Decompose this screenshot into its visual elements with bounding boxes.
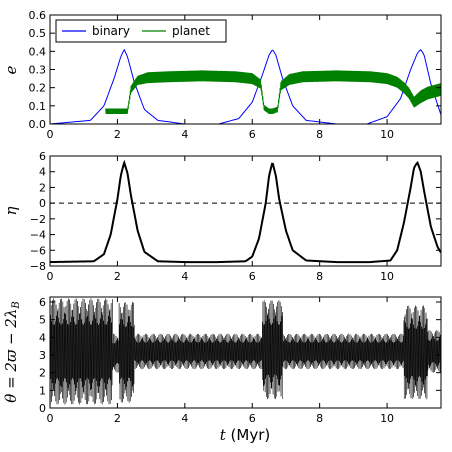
x-tick-label: 10 — [380, 412, 394, 425]
eta-ticks: 0 2 4 6 8 10 −8 −6 −4 −2 0 2 4 6 — [30, 150, 441, 283]
eccentricity-y-axis-label: e — [2, 65, 20, 74]
eta-series-line — [50, 159, 441, 264]
time-x-axis-unit: (Myr) — [226, 426, 270, 444]
x-tick-label: 10 — [380, 270, 394, 283]
y-tick-label: 5 — [39, 314, 46, 327]
theta-y-axis-label-main: θ = 2ϖ − 2λ — [2, 309, 20, 403]
x-tick-label: 8 — [316, 412, 323, 425]
theta-y-axis-label-subscript: B — [11, 301, 22, 309]
y-tick-label: 4 — [39, 166, 46, 179]
y-tick-label: 0.1 — [29, 100, 47, 113]
y-tick-label: 0.6 — [29, 9, 47, 22]
y-tick-label: 2 — [39, 367, 46, 380]
theta-panel: 0 2 4 6 8 10 0 1 2 3 4 5 6 θ = 2ϖ − 2λB t (Myr) — [2, 296, 442, 444]
x-tick-label: 0 — [47, 270, 54, 283]
y-tick-label: 0 — [39, 197, 46, 210]
x-tick-label: 4 — [181, 412, 188, 425]
time-x-axis-label: t (Myr) — [220, 426, 271, 444]
y-tick-label: 0.3 — [29, 64, 47, 77]
y-tick-label: 0.5 — [29, 27, 47, 40]
y-tick-label: 1 — [39, 384, 46, 397]
x-tick-label: 2 — [114, 128, 121, 141]
theta-series-line — [50, 298, 441, 405]
x-tick-label: 0 — [47, 412, 54, 425]
x-tick-label: 8 — [316, 128, 323, 141]
series-group — [50, 298, 441, 405]
eccentricity-ticks: 0 2 4 6 8 10 0.0 0.1 0.2 0.3 0.4 0.5 0.6 — [29, 9, 441, 141]
planet-series-line — [105, 70, 441, 115]
eta-panel: 0 2 4 6 8 10 −8 −6 −4 −2 0 2 4 6 η — [2, 150, 442, 283]
x-tick-label: 10 — [380, 128, 394, 141]
y-tick-label: 0.2 — [29, 82, 47, 95]
series-group — [50, 159, 441, 264]
series-group — [50, 48, 441, 124]
theta-ticks: 0 2 4 6 8 10 0 1 2 3 4 5 6 — [39, 296, 441, 425]
legend-box — [55, 19, 227, 43]
y-tick-label: 2 — [39, 181, 46, 194]
y-tick-label: 6 — [39, 296, 46, 309]
eccentricity-panel: 0 2 4 6 8 10 0.0 0.1 0.2 0.3 0.4 0.5 0.6 e binary pl… — [2, 9, 442, 141]
y-tick-label: 0.4 — [29, 45, 47, 58]
theta-axes-frame — [49, 296, 442, 409]
x-tick-label: 2 — [114, 270, 121, 283]
x-tick-label: 8 — [316, 270, 323, 283]
x-tick-label: 0 — [47, 128, 54, 141]
theta-y-axis-label: θ = 2ϖ − 2λB — [2, 301, 22, 402]
y-tick-label: −6 — [30, 244, 46, 257]
theta-plot-area — [50, 298, 441, 405]
x-tick-label: 6 — [249, 128, 256, 141]
x-tick-label: 4 — [181, 128, 188, 141]
y-tick-label: 6 — [39, 150, 46, 163]
y-tick-label: −8 — [30, 260, 46, 273]
eta-axes-frame — [49, 155, 442, 267]
y-tick-label: −4 — [30, 229, 46, 242]
x-tick-label: 2 — [114, 412, 121, 425]
eccentricity-plot-area — [50, 48, 441, 124]
y-tick-label: 0.0 — [29, 118, 47, 131]
binary-series-line — [50, 48, 441, 124]
y-tick-label: 0 — [39, 402, 46, 415]
y-tick-label: −2 — [30, 213, 46, 226]
eta-plot-area — [50, 159, 441, 264]
x-tick-label: 4 — [181, 270, 188, 283]
y-tick-label: 4 — [39, 331, 46, 344]
legend-planet-label: planet — [172, 24, 210, 38]
x-tick-label: 6 — [249, 412, 256, 425]
eta-y-axis-label: η — [2, 207, 20, 216]
time-x-axis-symbol: t — [220, 426, 227, 444]
legend-binary-label: binary — [92, 24, 130, 38]
legend: binary planet — [55, 19, 227, 43]
x-tick-label: 6 — [249, 270, 256, 283]
y-tick-label: 3 — [39, 349, 46, 362]
